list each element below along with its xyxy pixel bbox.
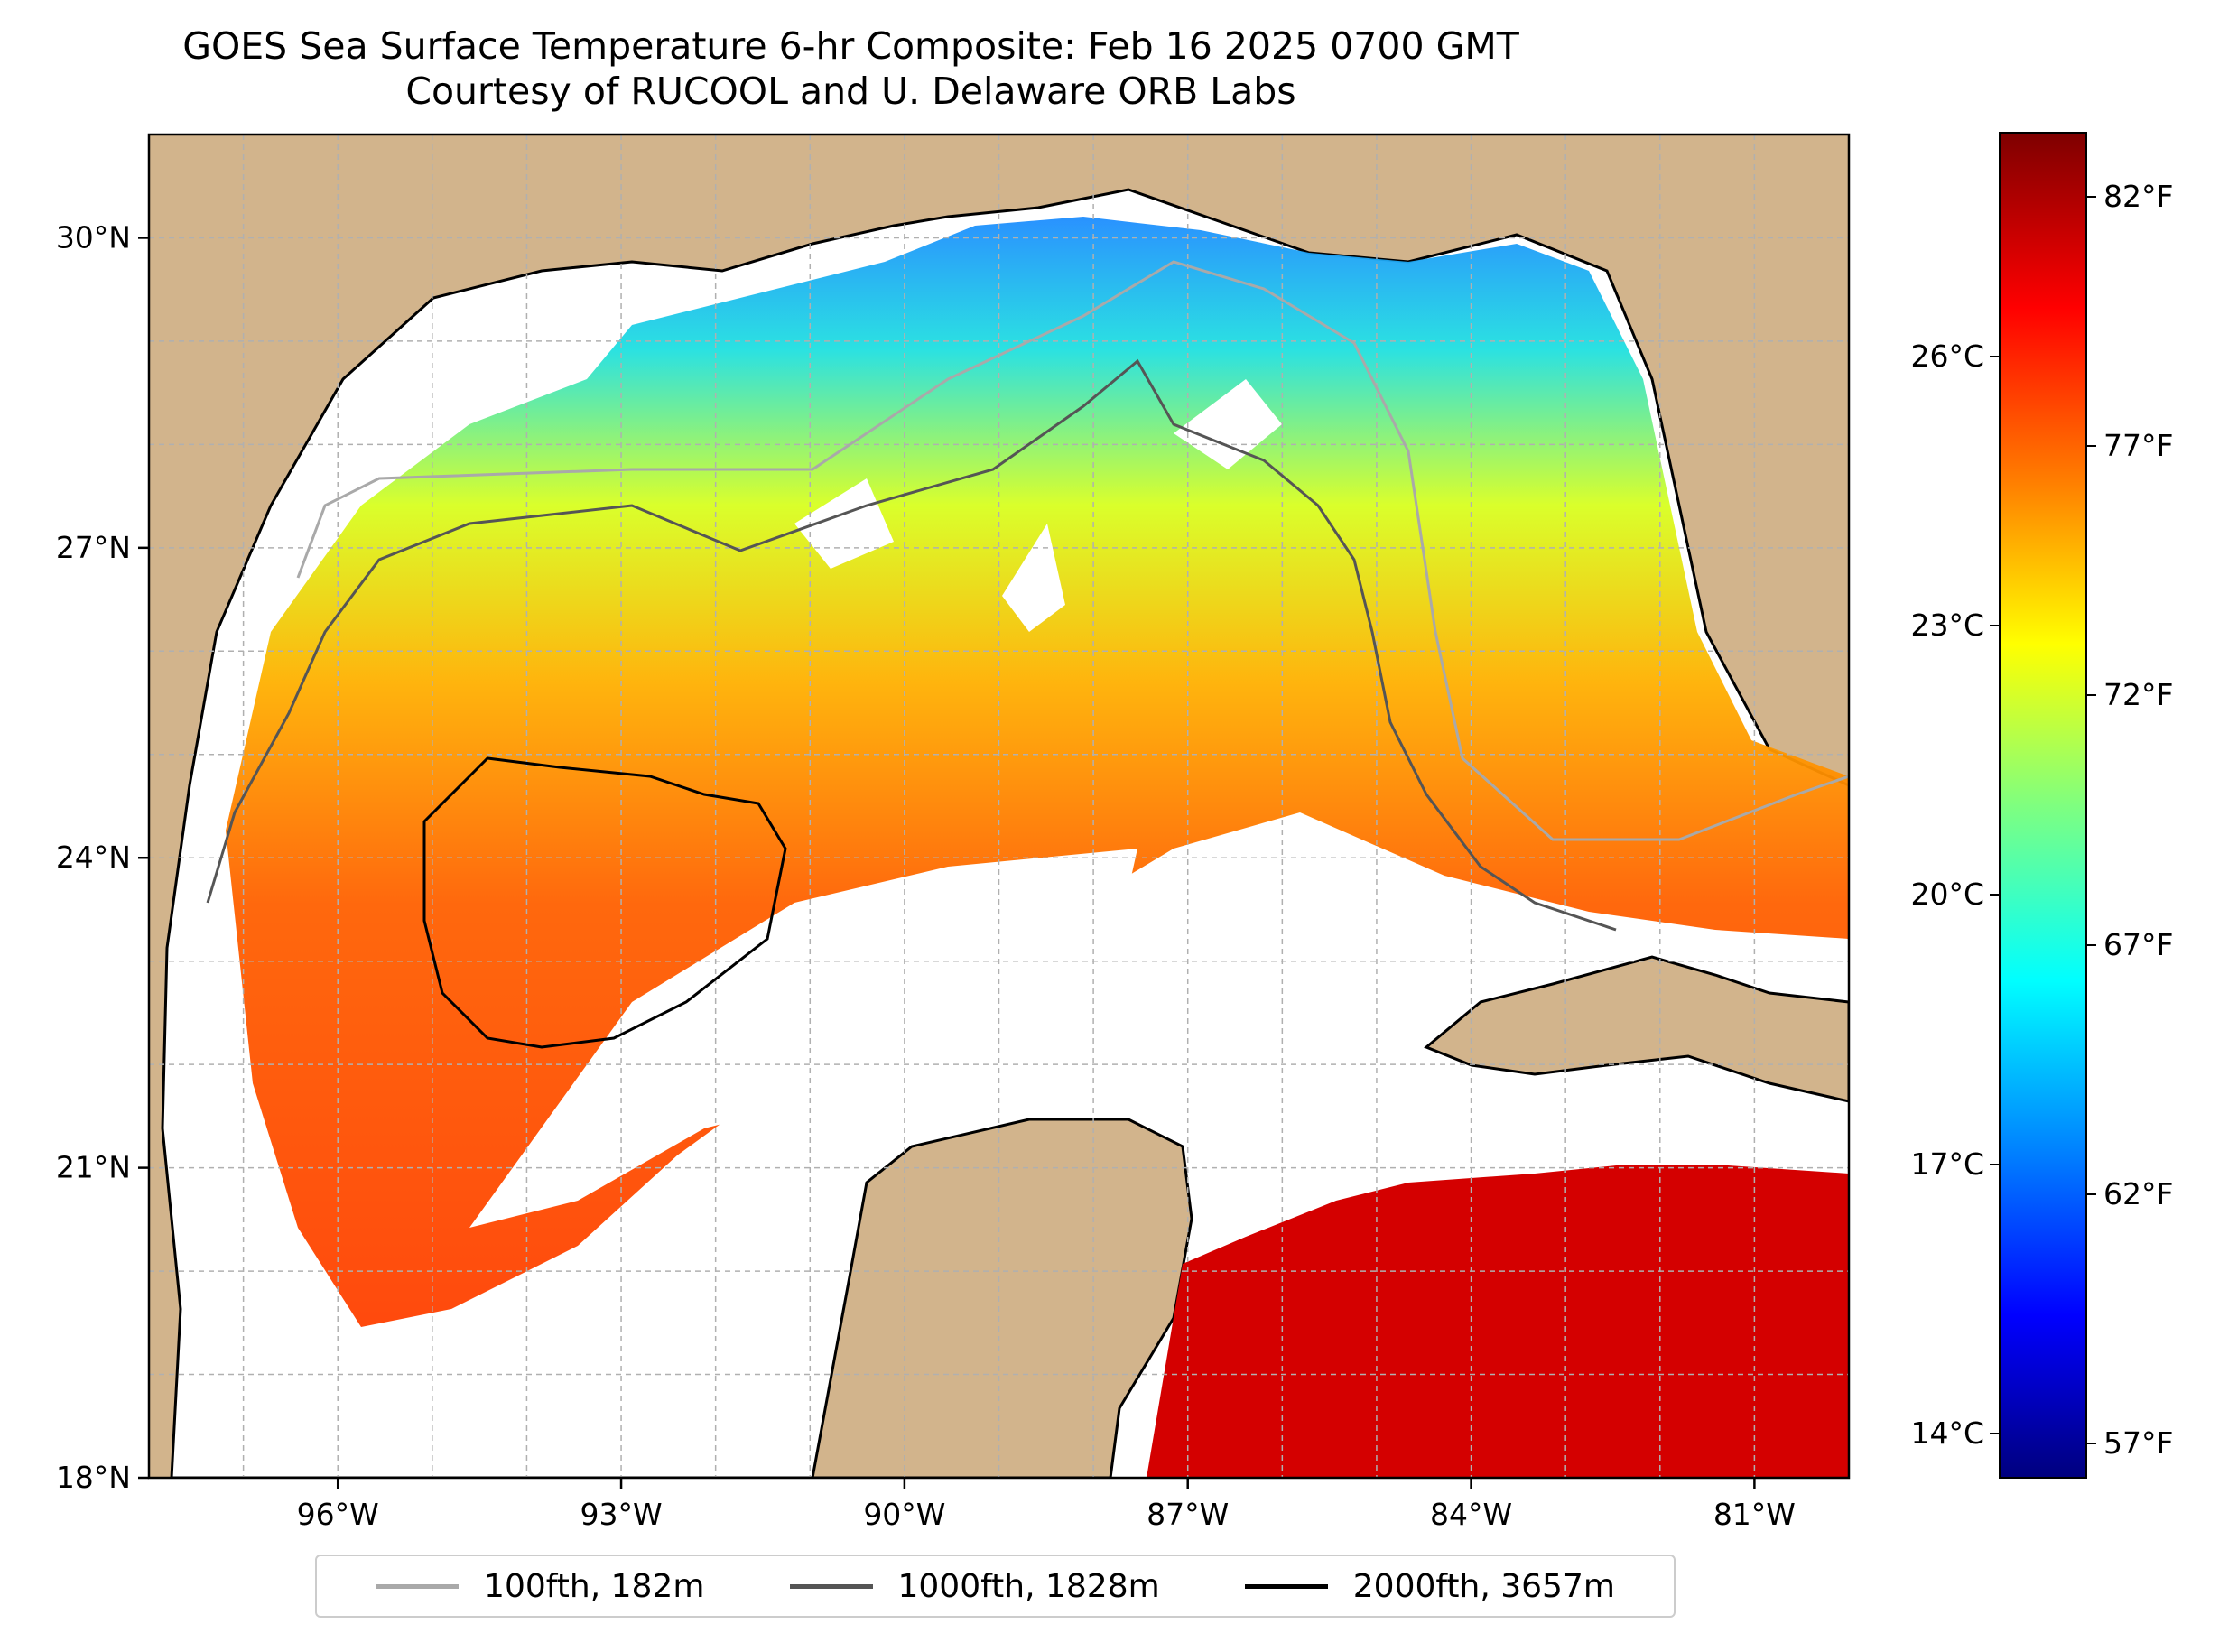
colorbar-fahrenheit-tick (2087, 943, 2096, 946)
colorbar-celsius-label: 20°C (1910, 877, 1984, 913)
colorbar-fahrenheit-label: 67°F (2103, 926, 2174, 962)
lat-tick-label: 30°N (56, 219, 131, 255)
legend-line-1000fth (789, 1583, 873, 1589)
lat-tick-label: 21°N (56, 1150, 131, 1185)
legend-entry-100fth: 100fth, 182m (376, 1568, 704, 1605)
colorbar-fahrenheit-label: 77°F (2103, 428, 2174, 464)
lat-tick-label: 27°N (56, 530, 131, 565)
contour-1000fth (206, 358, 1617, 932)
colorbar-celsius-tick (1990, 1433, 1999, 1435)
lon-tick-label: 81°W (1713, 1497, 1796, 1532)
cloud-patch (469, 849, 1137, 1228)
colorbar-fahrenheit-tick (2087, 1443, 2096, 1445)
gridlines (149, 135, 1849, 1478)
colorbar-celsius-tick (1990, 1163, 1999, 1165)
cloud-patch (1174, 379, 1282, 469)
lon-tick-label: 90°W (863, 1497, 945, 1532)
legend-label-1000fth: 1000fth, 1828m (897, 1567, 1160, 1605)
colorbar-fahrenheit-label: 62°F (2103, 1176, 2174, 1212)
cuba-land (1424, 955, 1849, 1103)
colorbar-celsius-tick (1990, 355, 1999, 357)
colorbar-fahrenheit-tick (2087, 445, 2096, 448)
legend-entry-1000fth: 1000fth, 1828m (789, 1567, 1160, 1605)
cloud-patch (794, 478, 894, 569)
cloud-gaps (469, 379, 1535, 1228)
map-area (149, 135, 1849, 1478)
colorbar-celsius-tick (1990, 894, 1999, 896)
legend-line-2000fth (1244, 1583, 1328, 1589)
lon-tick-label: 87°W (1147, 1497, 1229, 1532)
legend-entry-2000fth: 2000fth, 3657m (1244, 1567, 1615, 1605)
colorbar-celsius-label: 26°C (1910, 338, 1984, 374)
colorbar-celsius-label: 17°C (1910, 1146, 1984, 1182)
map-frame (147, 133, 1851, 1480)
lon-tick-label: 96°W (297, 1497, 379, 1532)
colorbar-fahrenheit-label: 72°F (2103, 677, 2174, 713)
colorbar-fahrenheit-tick (2087, 1193, 2096, 1196)
title-line-2: Courtesy of RUCOOL and U. Delaware ORB L… (405, 70, 1296, 113)
chart-title: GOES Sea Surface Temperature 6-hr Compos… (0, 23, 1702, 114)
legend: 100fth, 182m 1000fth, 1828m 2000fth, 365… (315, 1555, 1676, 1618)
colorbar-celsius-label: 23°C (1910, 608, 1984, 644)
legend-label-2000fth: 2000fth, 3657m (1352, 1567, 1615, 1605)
contour-100fth (296, 260, 1849, 841)
longitude-axis: 96°W 93°W 90°W 87°W 84°W 81°W (297, 1478, 1796, 1532)
colorbar-celsius-tick (1990, 625, 1999, 627)
lat-tick-label: 24°N (56, 840, 131, 875)
legend-label-100fth: 100fth, 182m (484, 1567, 705, 1605)
cloud-patch (1192, 966, 1535, 1174)
colorbar-fahrenheit-label: 82°F (2103, 178, 2174, 214)
contour-2000fth (422, 756, 787, 1049)
colorbar-fahrenheit-tick (2087, 195, 2096, 198)
colorbar-fahrenheit-tick (2087, 694, 2096, 697)
colorbar-celsius-label: 14°C (1910, 1415, 1984, 1452)
latitude-axis: 30°N 27°N 24°N 21°N 18°N (56, 219, 149, 1495)
lon-tick-label: 93°W (580, 1497, 662, 1532)
colorbar (1999, 132, 2087, 1479)
caribbean-warm-field (1147, 1165, 1849, 1478)
title-line-1: GOES Sea Surface Temperature 6-hr Compos… (182, 24, 1519, 68)
lat-tick-label: 18°N (56, 1460, 131, 1495)
cloud-patch (1002, 524, 1065, 632)
colorbar-fahrenheit-label: 57°F (2103, 1425, 2174, 1462)
legend-line-100fth (376, 1583, 460, 1589)
lon-tick-label: 84°W (1430, 1497, 1512, 1532)
